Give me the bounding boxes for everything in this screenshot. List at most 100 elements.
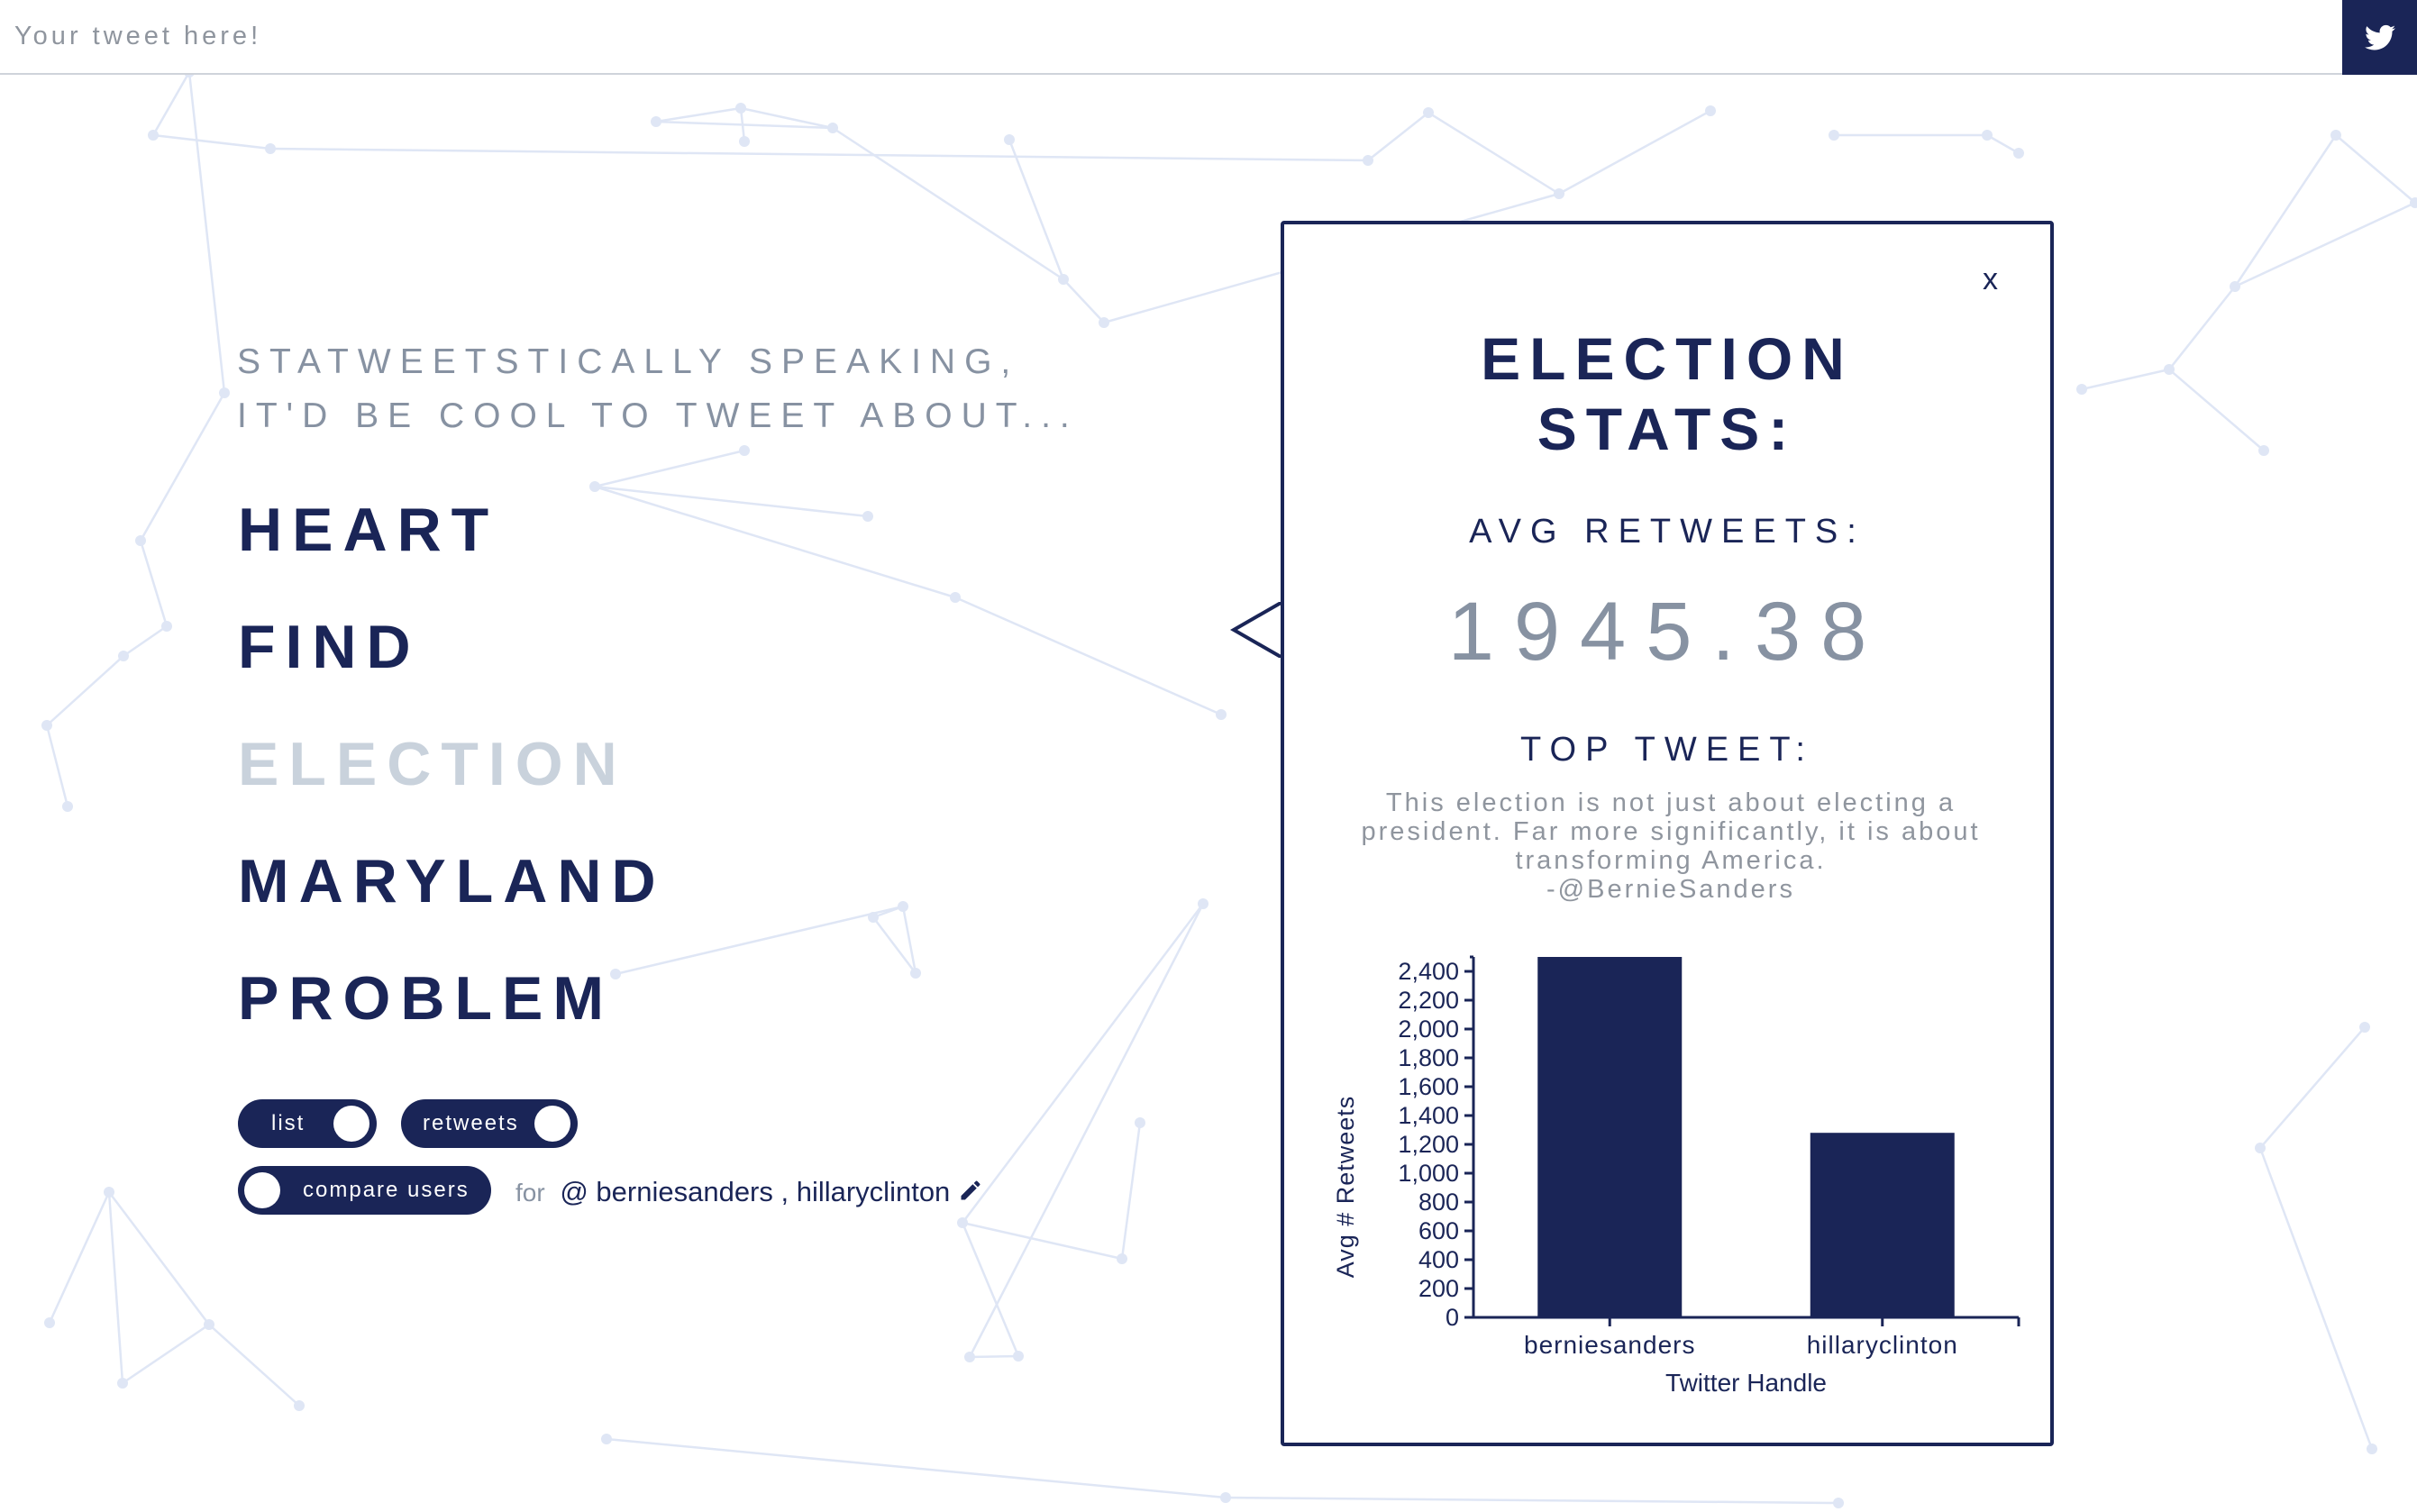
- network-line: [2168, 369, 2265, 451]
- users-list[interactable]: berniesanders , hillaryclinton: [596, 1176, 951, 1207]
- network-line: [1063, 278, 1105, 323]
- network-node: [601, 1434, 612, 1444]
- network-node: [294, 1400, 305, 1411]
- network-node: [1982, 130, 1993, 141]
- network-line: [151, 71, 191, 136]
- network-line: [655, 106, 742, 123]
- network-line: [1120, 1122, 1142, 1260]
- network-line: [1986, 133, 2020, 155]
- list-toggle-knob: [333, 1106, 369, 1142]
- stats-popup: x ELECTION STATS: AVG RETWEETS: 1945.38 …: [1281, 221, 2054, 1446]
- for-label: for: [515, 1179, 545, 1207]
- network-node: [957, 1217, 968, 1228]
- network-nodes: [41, 62, 2417, 1508]
- word-election[interactable]: ELECTION: [238, 730, 627, 798]
- compare-users-line: for @ berniesanders , hillaryclinton: [515, 1176, 983, 1210]
- network-line: [969, 1354, 1019, 1359]
- y-tick-label: 1,200: [1398, 1131, 1459, 1158]
- network-node: [204, 1319, 214, 1330]
- network-node: [1829, 130, 1839, 141]
- network-line: [594, 485, 869, 518]
- network-node: [589, 481, 600, 492]
- network-line: [615, 905, 904, 976]
- retweets-toggle[interactable]: retweets: [401, 1099, 578, 1148]
- retweets-toggle-knob: [534, 1106, 570, 1142]
- network-line: [2081, 368, 2170, 391]
- word-maryland[interactable]: MARYLAND: [238, 847, 666, 915]
- network-node: [118, 651, 129, 661]
- pencil-icon[interactable]: [958, 1178, 983, 1210]
- compare-users-toggle-knob: [244, 1172, 280, 1208]
- network-node: [610, 969, 621, 979]
- network-node: [41, 720, 52, 731]
- network-line: [2233, 134, 2338, 287]
- intro-line-1: STATWEETSTICALLY SPEAKING,: [237, 342, 1020, 381]
- network-line: [107, 1191, 124, 1384]
- network-line: [139, 392, 226, 542]
- network-node: [2367, 1444, 2377, 1454]
- tweet-button[interactable]: [2342, 0, 2417, 75]
- list-toggle[interactable]: list: [238, 1099, 377, 1148]
- network-node: [735, 103, 746, 114]
- word-problem[interactable]: PROBLEM: [238, 964, 614, 1033]
- network-line: [2258, 1147, 2374, 1450]
- network-line: [208, 1324, 300, 1407]
- network-node: [910, 968, 921, 979]
- network-line: [606, 1437, 1227, 1499]
- tweet-input[interactable]: [0, 0, 2341, 73]
- bar-hillaryclinton: [1810, 1133, 1955, 1317]
- network-line: [1427, 111, 1560, 196]
- network-line: [122, 1323, 210, 1385]
- network-line: [968, 903, 1205, 1358]
- network-node: [739, 445, 750, 456]
- network-line: [152, 133, 271, 150]
- network-node: [868, 912, 879, 923]
- network-node: [1220, 1492, 1231, 1503]
- network-line: [269, 147, 1369, 162]
- network-node: [1216, 709, 1227, 720]
- network-node: [1058, 274, 1069, 285]
- retweets-toggle-label: retweets: [423, 1111, 519, 1135]
- top-tweet-line-3: transforming America.: [1515, 846, 1827, 875]
- network-node: [1705, 105, 1716, 116]
- network-line: [901, 906, 917, 974]
- network-line: [962, 1221, 1123, 1261]
- y-tick-label: 200: [1418, 1275, 1459, 1302]
- network-line: [108, 1191, 210, 1325]
- network-node: [1554, 188, 1564, 199]
- network-line: [139, 540, 169, 627]
- network-node: [44, 1317, 55, 1328]
- word-find[interactable]: FIND: [238, 613, 421, 681]
- network-node: [827, 123, 838, 133]
- network-node: [148, 130, 159, 141]
- close-button[interactable]: x: [1983, 262, 1998, 296]
- network-node: [2164, 364, 2175, 375]
- y-tick-label: 1,600: [1398, 1073, 1459, 1100]
- network-node: [964, 1352, 975, 1362]
- network-line: [46, 655, 124, 726]
- word-heart[interactable]: HEART: [238, 496, 499, 564]
- network-node: [1135, 1117, 1145, 1128]
- popup-title: ELECTION STATS:: [1284, 323, 2050, 464]
- network-line: [187, 71, 226, 394]
- network-line: [1008, 139, 1065, 280]
- network-line: [2335, 134, 2416, 204]
- twitter-bird-icon: [2364, 24, 2395, 50]
- avg-retweets-value: 1945.38: [1447, 586, 1887, 678]
- network-node: [651, 116, 661, 127]
- top-tweet-line-1: This election is not just about electing…: [1385, 788, 1956, 817]
- network-node: [1833, 1498, 1844, 1508]
- tweet-bar: [0, 0, 2417, 75]
- y-tick-label: 2,200: [1398, 987, 1459, 1014]
- network-line: [954, 596, 1222, 716]
- network-line: [872, 916, 917, 974]
- compare-users-toggle[interactable]: compare users: [238, 1166, 491, 1215]
- network-node: [2330, 130, 2341, 141]
- network-node: [161, 621, 172, 632]
- popup-pointer: [1230, 602, 1283, 658]
- network-node: [2013, 148, 2024, 159]
- avg-retweets-chart: 02004006008001,0001,2001,4001,6001,8002,…: [1332, 955, 2020, 1397]
- list-toggle-label: list: [271, 1111, 306, 1135]
- network-line: [594, 485, 956, 599]
- x-tick-label: hillaryclinton: [1807, 1331, 1958, 1359]
